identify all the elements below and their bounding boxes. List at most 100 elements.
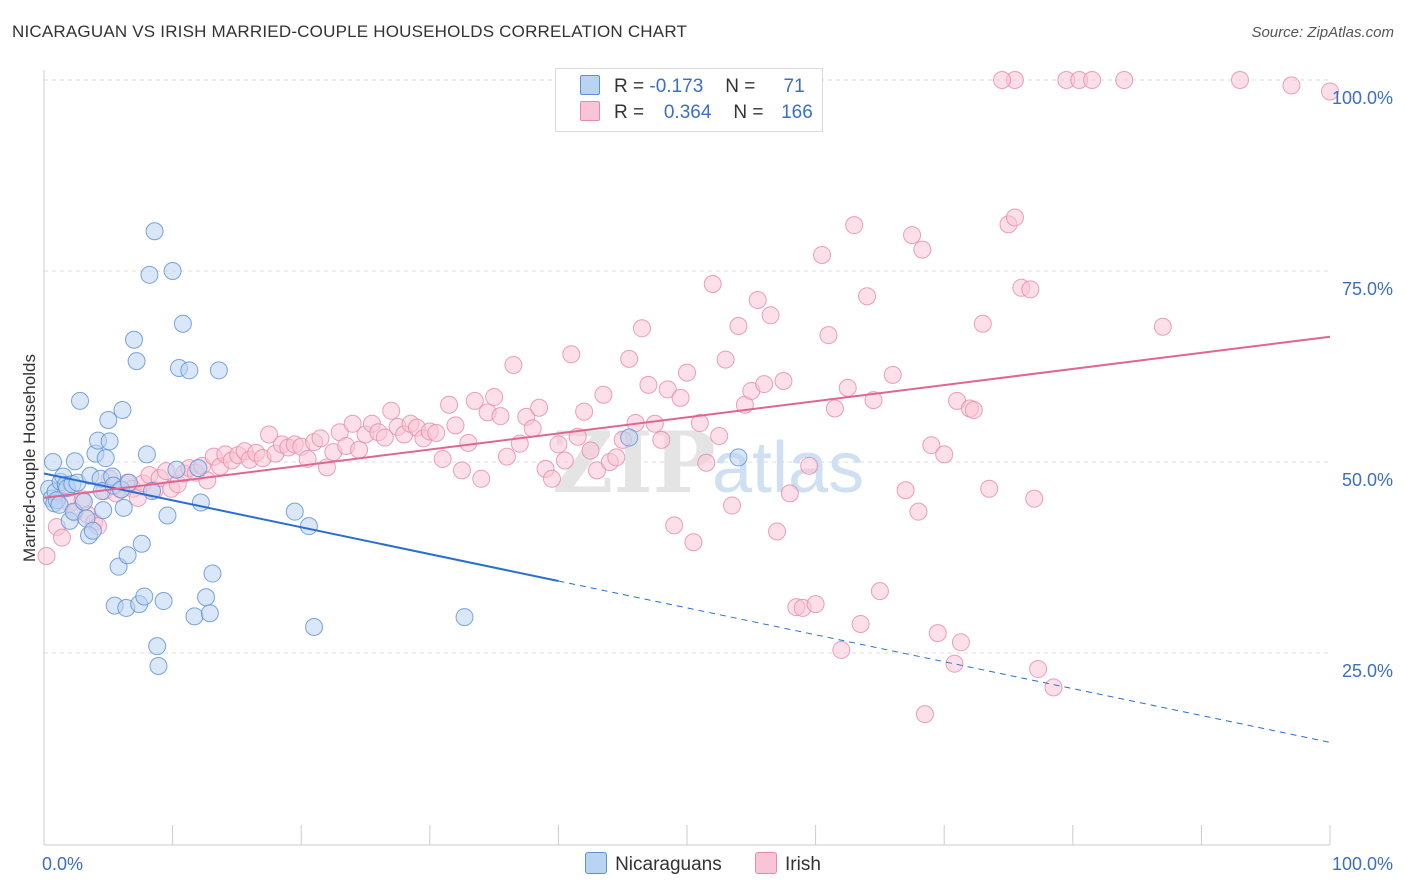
irish-point xyxy=(678,363,696,382)
legend-r-label: R = xyxy=(614,76,645,97)
irish-point xyxy=(755,375,774,394)
irish-point xyxy=(427,423,446,442)
stats-legend: R = -0.173 N = 71 R = 0.364 N = 166 xyxy=(555,68,823,132)
irish-point xyxy=(973,314,992,333)
irish-point xyxy=(581,441,600,460)
nicaraguan-point xyxy=(71,391,90,410)
legend-item-irish[interactable]: Irish xyxy=(755,852,821,876)
irish-point xyxy=(587,461,606,480)
irish-point xyxy=(851,614,870,633)
nicaraguan-point xyxy=(44,453,63,471)
nicaraguan-point xyxy=(74,492,93,511)
irish-point xyxy=(485,388,504,407)
nicaraguan-point xyxy=(118,546,137,565)
labels-layer: 25.0% 50.0% 75.0% 100.0% 0.0% 100.0% Married-c… xyxy=(20,88,1393,874)
irish-point xyxy=(945,654,964,673)
legend-r-value: 0.364 xyxy=(663,102,712,123)
irish-point xyxy=(800,456,819,475)
y-tick-label: 25.0% xyxy=(1342,661,1393,681)
irish-point xyxy=(723,496,742,515)
nicaraguan-point xyxy=(127,352,146,371)
nicaraguan-point xyxy=(83,521,102,540)
nicaraguan-point xyxy=(94,501,113,520)
irish-point xyxy=(1044,678,1063,697)
irish-point xyxy=(716,350,735,369)
legend-row-nicaraguans: R = -0.173 N = 71 xyxy=(580,74,805,100)
legend-n-value: 166 xyxy=(781,102,813,123)
nicaraguan-point xyxy=(167,460,186,479)
nicaraguan-point xyxy=(209,361,228,380)
irish-point xyxy=(542,469,561,488)
legend-n-label: N = xyxy=(725,76,756,97)
irish-point xyxy=(440,395,459,414)
irish-point xyxy=(806,595,825,614)
irish-point xyxy=(459,433,478,452)
irish-point xyxy=(311,429,330,448)
irish-point xyxy=(729,317,748,336)
irish-point xyxy=(710,427,729,446)
nicaraguan-point xyxy=(135,587,154,606)
irish-point xyxy=(819,326,838,345)
irish-point xyxy=(993,71,1012,89)
nicaraguan-point xyxy=(114,498,133,517)
irish-point xyxy=(864,391,883,410)
irish-point xyxy=(913,240,932,259)
source-label: Source: ZipAtlas.com xyxy=(1251,24,1394,41)
irish-point xyxy=(1005,208,1024,227)
irish-point xyxy=(497,447,516,466)
x-tick-label: 100.0% xyxy=(1332,854,1393,874)
irish-point xyxy=(530,398,549,417)
legend-r-value: -0.173 xyxy=(649,76,704,97)
y-tick-label: 100.0% xyxy=(1332,88,1393,108)
irish-point xyxy=(298,449,317,468)
irish-point xyxy=(825,399,844,418)
nicaraguan-point xyxy=(299,517,318,536)
irish-point xyxy=(594,385,613,404)
nicaraguan-point xyxy=(163,262,182,280)
nicaraguan-point xyxy=(197,588,216,607)
legend-row-irish: R = 0.364 N = 166 xyxy=(580,100,813,126)
irish-point xyxy=(555,451,574,470)
irish-point xyxy=(909,502,928,521)
chart-title: NICARAGUAN VS IRISH MARRIED-COUPLE HOUSE… xyxy=(12,22,688,41)
irish-point xyxy=(562,345,581,364)
irish-point xyxy=(465,391,484,410)
irish-point xyxy=(684,533,703,552)
legend-n-label: N = xyxy=(733,102,764,123)
irish-point xyxy=(922,436,941,455)
nicaraguan-point xyxy=(285,502,304,521)
irish-point xyxy=(1321,82,1339,101)
nicaraguan-point xyxy=(148,637,167,656)
irish-point xyxy=(703,274,722,293)
irish-point xyxy=(607,448,626,467)
nicaraguan-point xyxy=(149,656,168,675)
irish-point xyxy=(838,378,857,397)
nicaraguan-point xyxy=(96,449,115,468)
legend-item-nicaraguans[interactable]: Nicaraguans xyxy=(585,852,722,876)
irish-point xyxy=(1021,280,1040,299)
irish-swatch xyxy=(755,852,778,874)
irish-point xyxy=(452,461,471,480)
irish-point xyxy=(671,388,690,407)
irish-point xyxy=(690,414,709,433)
irish-point xyxy=(845,216,864,235)
irish-point xyxy=(1115,71,1134,89)
x-tick-label: 0.0% xyxy=(42,854,83,874)
irish-point xyxy=(37,546,56,565)
nicaraguan-point xyxy=(100,432,119,451)
nicaraguan-point xyxy=(200,604,219,623)
irish-point xyxy=(870,582,889,601)
nicaraguan-point xyxy=(185,607,204,626)
irish-point xyxy=(1230,71,1249,89)
irish-point xyxy=(1282,76,1301,95)
irish-point xyxy=(858,287,877,306)
irish-point xyxy=(575,402,594,421)
legend-n-value: 71 xyxy=(783,76,805,97)
irish-point xyxy=(433,449,452,468)
nicaraguan-point xyxy=(99,410,118,429)
nicaraguan-point xyxy=(620,428,639,447)
nicaraguan-trendline-extrapolated xyxy=(558,580,1331,743)
irish-point xyxy=(832,640,851,659)
nicaraguan-point xyxy=(137,445,156,464)
nicaraguan-point xyxy=(455,608,474,627)
